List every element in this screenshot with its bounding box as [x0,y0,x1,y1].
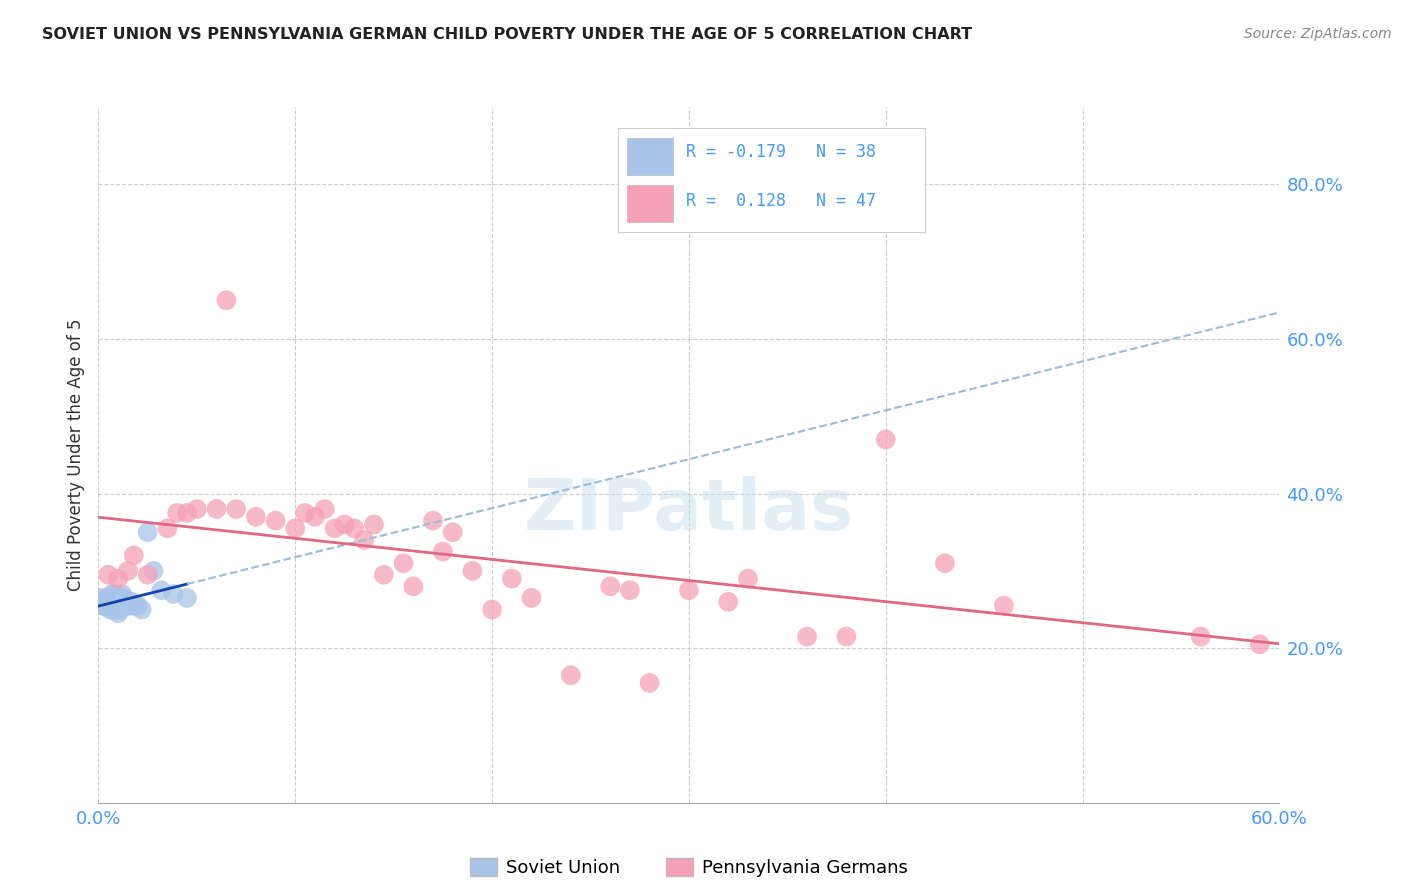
Point [1249,637,1271,651]
Point [93,599,115,613]
Point [118,599,141,613]
Point [304,509,326,524]
Point [835,630,858,644]
Point [323,521,346,535]
Point [205,502,228,516]
Point [107,607,129,621]
Point [101,595,124,609]
Point [111,587,134,601]
Point [294,506,316,520]
Point [97,591,120,605]
Point [156,521,179,535]
Point [402,579,425,593]
Point [314,502,336,516]
Point [131,602,153,616]
Point [638,676,661,690]
Point [441,525,464,540]
Point [560,668,582,682]
Point [98,599,121,613]
Point [105,602,128,616]
Point [481,602,503,616]
Point [96,595,118,609]
Point [520,591,543,605]
Point [96,591,118,605]
Point [93,595,115,609]
Point [98,595,121,609]
Point [101,602,124,616]
Point [934,556,956,570]
Point [103,587,125,601]
Point [619,583,641,598]
Point [432,544,454,558]
Point [91,599,114,613]
Point [1189,630,1212,644]
Point [363,517,385,532]
Point [121,595,143,609]
Point [97,599,120,613]
Point [96,599,118,613]
Text: ZIPatlas: ZIPatlas [524,476,853,545]
Point [97,567,120,582]
Point [343,521,366,535]
Point [737,572,759,586]
Point [166,506,188,520]
Point [717,595,740,609]
Point [875,433,897,447]
Point [225,502,247,516]
Point [176,506,198,520]
Point [501,572,523,586]
Point [122,549,145,563]
Point [373,567,395,582]
Point [186,502,208,516]
Point [461,564,484,578]
Point [117,564,139,578]
Point [678,583,700,598]
Point [127,599,149,613]
Point [333,517,356,532]
Point [112,591,135,605]
Point [284,521,307,535]
Point [101,587,124,601]
Point [117,599,139,613]
Point [142,564,165,578]
Point [122,599,145,613]
Point [245,509,267,524]
Y-axis label: Child Poverty Under the Age of 5: Child Poverty Under the Age of 5 [66,318,84,591]
Point [89,591,111,605]
Point [107,572,129,586]
Point [125,599,148,613]
Point [98,602,121,616]
Point [162,587,184,601]
Point [105,595,128,609]
Point [353,533,375,547]
Point [176,591,198,605]
Point [993,599,1015,613]
Point [422,514,444,528]
Legend: Soviet Union, Pennsylvania Germans: Soviet Union, Pennsylvania Germans [463,850,915,884]
Point [107,595,129,609]
Point [136,567,159,582]
Point [796,630,818,644]
Point [215,293,238,308]
Point [150,583,173,598]
Point [136,525,159,540]
Text: Source: ZipAtlas.com: Source: ZipAtlas.com [1244,27,1392,41]
Point [115,595,138,609]
Point [264,514,287,528]
Point [392,556,415,570]
Point [108,602,131,616]
Point [599,579,621,593]
Point [103,599,125,613]
Text: SOVIET UNION VS PENNSYLVANIA GERMAN CHILD POVERTY UNDER THE AGE OF 5 CORRELATION: SOVIET UNION VS PENNSYLVANIA GERMAN CHIL… [42,27,973,42]
Point [97,595,120,609]
